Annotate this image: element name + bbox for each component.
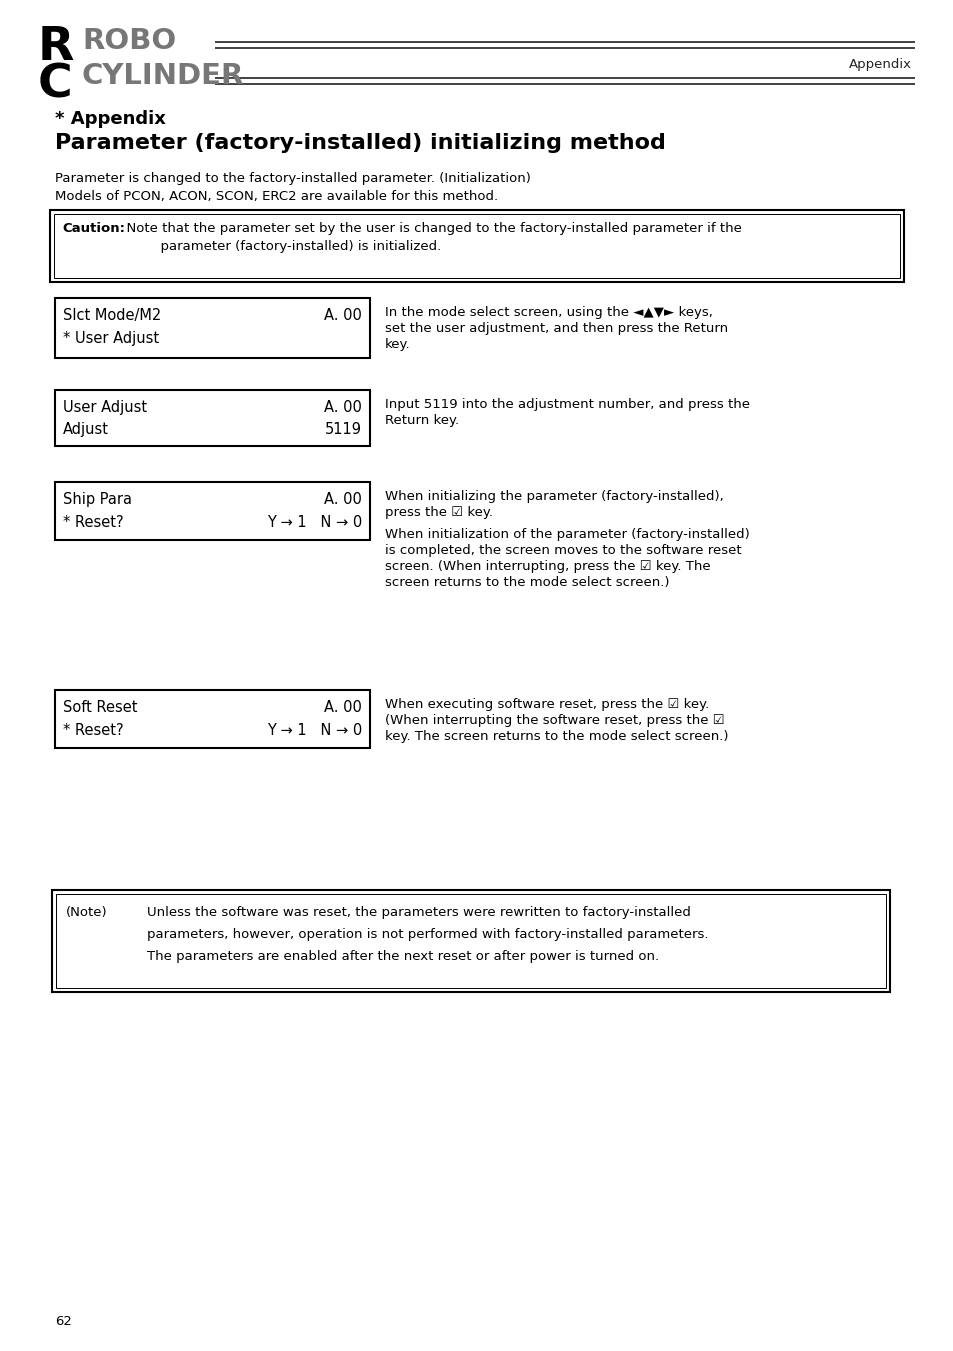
Text: Slct Mode/M2: Slct Mode/M2 [63,308,161,323]
Text: * User Adjust: * User Adjust [63,331,159,346]
Text: When initialization of the parameter (factory-installed): When initialization of the parameter (fa… [385,528,749,540]
Text: is completed, the screen moves to the software reset: is completed, the screen moves to the so… [385,544,740,557]
Text: In the mode select screen, using the ◄▲▼► keys,: In the mode select screen, using the ◄▲▼… [385,305,712,319]
Text: Soft Reset: Soft Reset [63,700,137,715]
Text: set the user adjustment, and then press the Return: set the user adjustment, and then press … [385,322,727,335]
Text: User Adjust: User Adjust [63,400,147,415]
Text: press the ☑ key.: press the ☑ key. [385,507,493,519]
Text: 5119: 5119 [325,422,361,436]
Bar [52,890,889,992]
Text: Unless the software was reset, the parameters were rewritten to factory-installe: Unless the software was reset, the param… [147,907,690,919]
Bar [55,690,370,748]
Text: key. The screen returns to the mode select screen.): key. The screen returns to the mode sele… [385,730,728,743]
Text: (When interrupting the software reset, press the ☑: (When interrupting the software reset, p… [385,713,724,727]
Text: The parameters are enabled after the next reset or after power is turned on.: The parameters are enabled after the nex… [147,950,659,963]
Text: ROBO: ROBO [82,27,176,55]
Text: key.: key. [385,338,410,351]
Text: Note that the parameter set by the user is changed to the factory-installed para: Note that the parameter set by the user … [118,222,741,235]
Text: When executing software reset, press the ☑ key.: When executing software reset, press the… [385,698,708,711]
Text: A. 00: A. 00 [324,400,361,415]
Text: (Note): (Note) [66,907,108,919]
Text: Parameter (factory-installed) initializing method: Parameter (factory-installed) initializi… [55,132,665,153]
Text: Ship Para: Ship Para [63,492,132,507]
Text: parameters, however, operation is not performed with factory-installed parameter: parameters, however, operation is not pe… [147,928,708,942]
Bar [55,390,370,446]
Text: Input 5119 into the adjustment number, and press the: Input 5119 into the adjustment number, a… [385,399,749,411]
Text: 62: 62 [55,1315,71,1328]
Bar [55,299,370,358]
Text: A. 00: A. 00 [324,308,361,323]
Text: parameter (factory-installed) is initialized.: parameter (factory-installed) is initial… [118,240,441,253]
Text: CYLINDER: CYLINDER [82,62,244,91]
Text: Parameter is changed to the factory-installed parameter. (Initialization): Parameter is changed to the factory-inst… [55,172,530,185]
Text: Appendix: Appendix [848,58,911,72]
Bar [54,213,899,278]
Bar [50,209,903,282]
Text: Models of PCON, ACON, SCON, ERC2 are available for this method.: Models of PCON, ACON, SCON, ERC2 are ava… [55,190,497,203]
Text: screen returns to the mode select screen.): screen returns to the mode select screen… [385,576,669,589]
Text: screen. (When interrupting, press the ☑ key. The: screen. (When interrupting, press the ☑ … [385,561,710,573]
Text: R: R [38,26,74,70]
Bar [56,894,885,988]
Text: * Reset?: * Reset? [63,515,124,530]
Text: Adjust: Adjust [63,422,109,436]
Text: Caution:: Caution: [62,222,125,235]
Bar [55,482,370,540]
Text: A. 00: A. 00 [324,492,361,507]
Text: Y → 1   N → 0: Y → 1 N → 0 [267,515,361,530]
Text: * Reset?: * Reset? [63,723,124,738]
Text: Y → 1   N → 0: Y → 1 N → 0 [267,723,361,738]
Text: When initializing the parameter (factory-installed),: When initializing the parameter (factory… [385,490,723,503]
Text: C: C [38,63,72,108]
Text: * Appendix: * Appendix [55,109,166,128]
Text: Return key.: Return key. [385,413,458,427]
Text: A. 00: A. 00 [324,700,361,715]
